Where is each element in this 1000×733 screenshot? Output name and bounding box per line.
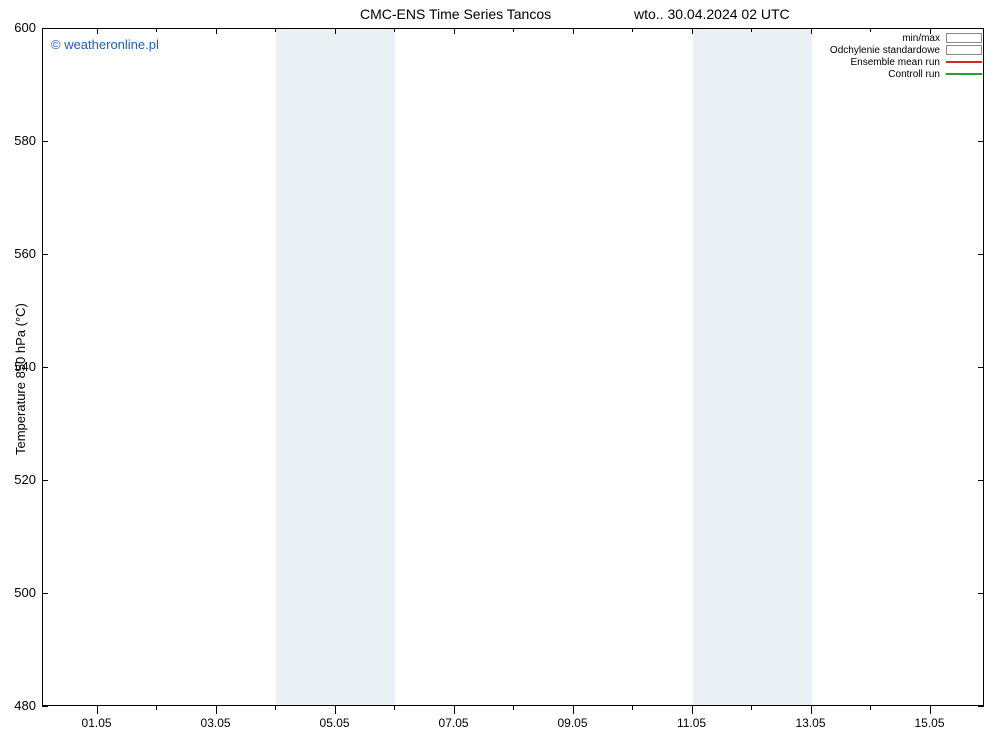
x-tick-label: 03.05: [201, 716, 231, 730]
y-tick-label: 560: [6, 246, 36, 261]
watermark: © weatheronline.pl: [51, 37, 159, 52]
legend-swatch: [946, 45, 982, 55]
x-tick-minor: [513, 28, 514, 32]
legend-swatch: [946, 73, 982, 75]
x-tick-major: [97, 28, 98, 34]
y-tick-mark: [42, 706, 48, 707]
legend-item: Ensemble mean run: [830, 56, 982, 68]
x-tick-label: 05.05: [320, 716, 350, 730]
y-tick-mark: [978, 141, 984, 142]
x-tick-minor: [156, 28, 157, 32]
y-tick-label: 540: [6, 359, 36, 374]
weekend-band: [276, 29, 395, 705]
x-tick-major: [692, 706, 693, 714]
y-tick-mark: [42, 367, 48, 368]
x-tick-minor: [275, 706, 276, 710]
legend-label: min/max: [902, 33, 940, 44]
y-tick-label: 600: [6, 20, 36, 35]
x-tick-label: 01.05: [82, 716, 112, 730]
x-tick-major: [216, 706, 217, 714]
x-tick-major: [454, 706, 455, 714]
x-tick-major: [573, 28, 574, 34]
y-tick-mark: [978, 706, 984, 707]
y-axis-label: Temperature 850 hPa (°C): [13, 303, 28, 455]
legend-label: Odchylenie standardowe: [830, 45, 940, 56]
y-tick-mark: [42, 254, 48, 255]
y-tick-label: 580: [6, 133, 36, 148]
x-tick-minor: [394, 28, 395, 32]
x-tick-minor: [751, 28, 752, 32]
y-tick-mark: [978, 593, 984, 594]
x-tick-minor: [156, 706, 157, 710]
y-tick-mark: [42, 28, 48, 29]
x-tick-major: [930, 706, 931, 714]
y-tick-label: 500: [6, 585, 36, 600]
legend-item: min/max: [830, 32, 982, 44]
legend-label: Ensemble mean run: [851, 57, 941, 68]
x-tick-label: 07.05: [439, 716, 469, 730]
legend-item: Odchylenie standardowe: [830, 44, 982, 56]
chart-container: CMC-ENS Time Series Tancos wto.. 30.04.2…: [0, 0, 1000, 733]
y-tick-mark: [42, 480, 48, 481]
legend-swatch: [946, 61, 982, 63]
x-tick-minor: [870, 706, 871, 710]
y-tick-mark: [978, 480, 984, 481]
x-tick-major: [335, 28, 336, 34]
x-tick-minor: [394, 706, 395, 710]
y-tick-mark: [42, 141, 48, 142]
y-tick-label: 520: [6, 472, 36, 487]
y-tick-mark: [42, 593, 48, 594]
chart-title-right: wto.. 30.04.2024 02 UTC: [634, 6, 790, 22]
legend-item: Controll run: [830, 68, 982, 80]
x-tick-minor: [632, 706, 633, 710]
legend-label: Controll run: [888, 69, 940, 80]
plot-area: © weatheronline.pl: [42, 28, 984, 706]
x-tick-major: [335, 706, 336, 714]
x-tick-minor: [513, 706, 514, 710]
chart-title-center: CMC-ENS Time Series Tancos: [360, 6, 551, 22]
x-tick-minor: [751, 706, 752, 710]
x-tick-major: [97, 706, 98, 714]
x-tick-major: [454, 28, 455, 34]
x-tick-label: 15.05: [914, 716, 944, 730]
y-tick-label: 480: [6, 698, 36, 713]
x-tick-minor: [632, 28, 633, 32]
x-tick-major: [216, 28, 217, 34]
x-tick-major: [692, 28, 693, 34]
weekend-band: [693, 29, 812, 705]
x-tick-major: [811, 706, 812, 714]
x-tick-minor: [275, 28, 276, 32]
y-tick-mark: [978, 254, 984, 255]
y-tick-mark: [978, 28, 984, 29]
x-tick-label: 13.05: [795, 716, 825, 730]
x-tick-label: 11.05: [677, 716, 706, 730]
legend-swatch: [946, 33, 982, 43]
x-tick-major: [811, 28, 812, 34]
legend: min/maxOdchylenie standardoweEnsemble me…: [830, 32, 982, 80]
x-tick-label: 09.05: [558, 716, 588, 730]
x-tick-major: [573, 706, 574, 714]
y-tick-mark: [978, 367, 984, 368]
